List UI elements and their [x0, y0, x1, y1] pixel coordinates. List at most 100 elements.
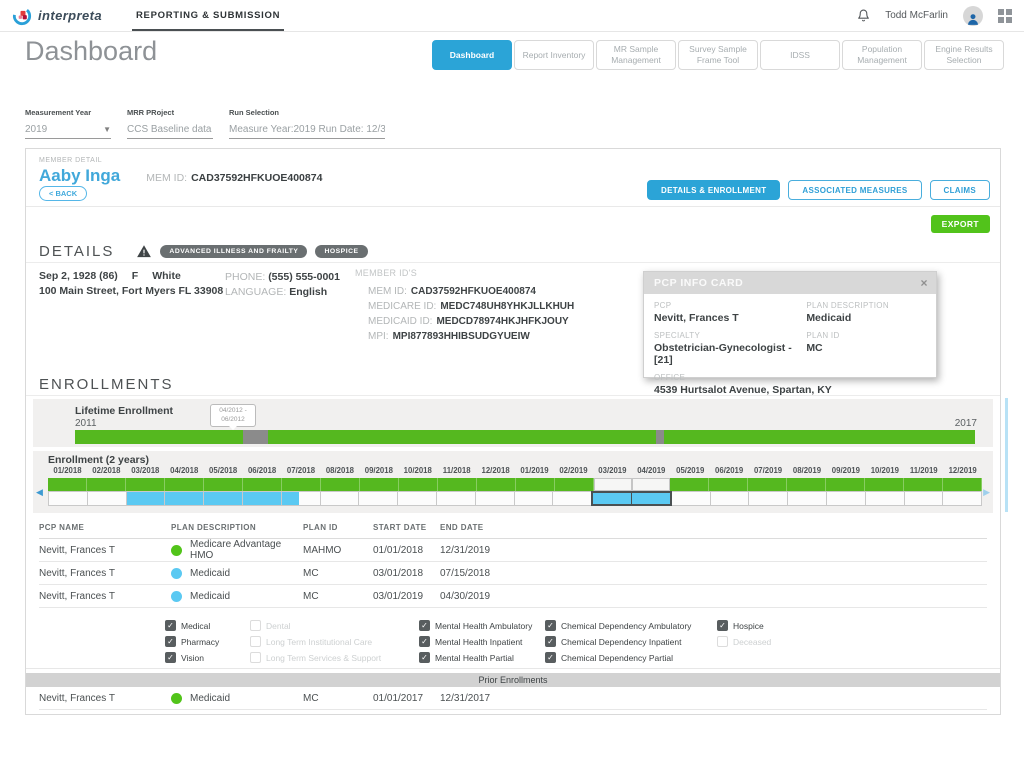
- tab-mr-sample-management[interactable]: MR Sample Management: [596, 40, 676, 70]
- enrollment-cell-half[interactable]: [280, 491, 321, 506]
- checkbox-icon: [717, 636, 728, 647]
- enrollment-cell-blank[interactable]: [397, 491, 437, 506]
- enrollment-cell-empty[interactable]: [594, 478, 632, 491]
- benefit-column: Dental Long Term Institutional Care Long T…: [250, 620, 381, 668]
- scroll-right-arrow[interactable]: ▶: [983, 487, 990, 497]
- month-label: 11/2018: [442, 466, 471, 475]
- enrollment-cell-selected[interactable]: [591, 491, 632, 506]
- enrollment-cell-green[interactable]: [243, 478, 282, 491]
- enrollment-cell-blank[interactable]: [709, 491, 750, 506]
- enrollment-cell-blank[interactable]: [552, 491, 593, 506]
- details-enrollment-button[interactable]: DETAILS & ENROLLMENT: [647, 180, 781, 200]
- associated-measures-button[interactable]: ASSOCIATED MEASURES: [788, 180, 922, 200]
- user-avatar[interactable]: [963, 5, 983, 26]
- benefit-hospice[interactable]: ✓ Hospice: [717, 620, 771, 631]
- enrollment-cell-empty[interactable]: [632, 478, 670, 491]
- benefit-chemical-dependency-inpatient[interactable]: ✓ Chemical Dependency Inpatient: [545, 636, 691, 647]
- enrollment-cell-green[interactable]: [943, 478, 982, 491]
- enrollment-cell-blank[interactable]: [903, 491, 944, 506]
- enrollment-cell-blue[interactable]: [125, 491, 166, 506]
- enrollment-cell-selected[interactable]: [630, 491, 672, 506]
- member-ids: MEMBER ID'S MEM ID: CAD37592HFKUOE400874 M…: [355, 268, 574, 344]
- nav-reporting-submission[interactable]: REPORTING & SUBMISSION: [131, 0, 285, 31]
- enrollment-cell-green[interactable]: [126, 478, 165, 491]
- enrollment-cell-green[interactable]: [321, 478, 360, 491]
- enrollment-cell-green[interactable]: [865, 478, 904, 491]
- claims-button[interactable]: CLAIMS: [929, 180, 990, 200]
- enrollment-cell-green[interactable]: [826, 478, 865, 491]
- enrollment-cell-blue[interactable]: [241, 491, 282, 506]
- enrollment-cell-blank[interactable]: [474, 491, 515, 506]
- enrollment-cell-green[interactable]: [709, 478, 748, 491]
- enrollment-cell-blank[interactable]: [48, 491, 88, 506]
- enrollment-cell-green[interactable]: [477, 478, 516, 491]
- enrollment-cell-blank[interactable]: [670, 491, 711, 506]
- benefit-mental-health-ambulatory[interactable]: ✓ Mental Health Ambulatory: [419, 620, 532, 631]
- enrollment-cell-blank[interactable]: [319, 491, 360, 506]
- enrollment-cell-green[interactable]: [438, 478, 477, 491]
- close-icon[interactable]: ×: [920, 276, 928, 290]
- table-row[interactable]: Nevitt, Frances T Medicaid MC 03/01/2019 04/…: [39, 585, 987, 608]
- tab-engine-results-selection[interactable]: Engine Results Selection: [924, 40, 1004, 70]
- enrollment-cell-blank[interactable]: [825, 491, 866, 506]
- tab-survey-sample-frame-tool[interactable]: Survey Sample Frame Tool: [678, 40, 758, 70]
- enrollment-cell-blank[interactable]: [864, 491, 905, 506]
- enrollment-cell-green[interactable]: [555, 478, 594, 491]
- filter-label: Run Selection: [229, 108, 280, 117]
- enrollment-cell-green[interactable]: [360, 478, 399, 491]
- back-button[interactable]: < BACK: [39, 186, 88, 201]
- month-label: 01/2019: [520, 466, 549, 475]
- benefit-long-term-institutional-care[interactable]: Long Term Institutional Care: [250, 636, 381, 647]
- table-row[interactable]: Nevitt, Frances T Medicaid MC 03/01/2018 07/…: [39, 562, 987, 585]
- benefit-mental-health-inpatient[interactable]: ✓ Mental Health Inpatient: [419, 636, 532, 647]
- enrollment-cell-blank[interactable]: [748, 491, 789, 506]
- enrollment-cell-blue[interactable]: [203, 491, 243, 506]
- enrollment-cell-blank[interactable]: [513, 491, 554, 506]
- enrollment-cell-blank[interactable]: [787, 491, 827, 506]
- benefit-chemical-dependency-ambulatory[interactable]: ✓ Chemical Dependency Ambulatory: [545, 620, 691, 631]
- measurement-year-dropdown[interactable]: 2019 ▼: [25, 124, 111, 139]
- benefit-chemical-dependency-partial[interactable]: ✓ Chemical Dependency Partial: [545, 652, 691, 663]
- table-row[interactable]: Nevitt, Frances T Medicaid MC 01/01/2017 12/…: [39, 687, 987, 710]
- benefit-long-term-services-support[interactable]: Long Term Services & Support: [250, 652, 381, 663]
- enrollment-cell-blank[interactable]: [435, 491, 476, 506]
- interpreta-logo[interactable]: interpreta: [12, 6, 102, 26]
- member-id-label: MEDICAID ID:: [368, 316, 433, 327]
- enrollment-cell-green[interactable]: [282, 478, 321, 491]
- enrollment-cell-green[interactable]: [904, 478, 943, 491]
- benefit-medical[interactable]: ✓ Medical: [165, 620, 219, 631]
- enrollment-cell-green[interactable]: [748, 478, 787, 491]
- enrollment-cell-green[interactable]: [516, 478, 555, 491]
- benefit-pharmacy[interactable]: ✓ Pharmacy: [165, 636, 219, 647]
- notifications-bell-icon[interactable]: [857, 9, 870, 22]
- enrollment-cell-green[interactable]: [670, 478, 709, 491]
- enrollment-cell-green[interactable]: [87, 478, 126, 491]
- tab-population-management[interactable]: Population Management: [842, 40, 922, 70]
- tab-idss[interactable]: IDSS: [760, 40, 840, 70]
- enrollment-cell-blank[interactable]: [86, 491, 127, 506]
- enrollment-cell-green[interactable]: [787, 478, 826, 491]
- enrollment-cell-blue[interactable]: [164, 491, 205, 506]
- benefit-deceased[interactable]: Deceased: [717, 636, 771, 647]
- apps-grid-icon[interactable]: [998, 8, 1012, 23]
- checkbox-icon: ✓: [545, 652, 556, 663]
- scroll-indicator[interactable]: [1005, 398, 1008, 512]
- run-selection-dropdown[interactable]: Measure Year:2019 Run Date: 12/31...▼: [229, 124, 385, 139]
- month-label: 09/2018: [364, 466, 393, 475]
- enrollment-cell-green[interactable]: [165, 478, 204, 491]
- tab-dashboard[interactable]: Dashboard: [432, 40, 512, 70]
- enrollment-cell-green[interactable]: [48, 478, 87, 491]
- chevron-down-icon: ▼: [103, 125, 111, 134]
- benefit-vision[interactable]: ✓ Vision: [165, 652, 219, 663]
- enrollment-cell-blank[interactable]: [942, 491, 983, 506]
- enrollment-cell-green[interactable]: [204, 478, 243, 491]
- scroll-left-arrow[interactable]: ◀: [36, 487, 43, 497]
- tab-report-inventory[interactable]: Report Inventory: [514, 40, 594, 70]
- export-button[interactable]: EXPORT: [930, 215, 990, 233]
- mrr-project-dropdown[interactable]: CCS Baseline data▼: [127, 124, 213, 139]
- table-row[interactable]: Nevitt, Frances T Medicare Advantage HMO M…: [39, 539, 987, 562]
- benefit-mental-health-partial[interactable]: ✓ Mental Health Partial: [419, 652, 532, 663]
- enrollment-cell-blank[interactable]: [358, 491, 399, 506]
- benefit-dental[interactable]: Dental: [250, 620, 381, 631]
- enrollment-cell-green[interactable]: [399, 478, 438, 491]
